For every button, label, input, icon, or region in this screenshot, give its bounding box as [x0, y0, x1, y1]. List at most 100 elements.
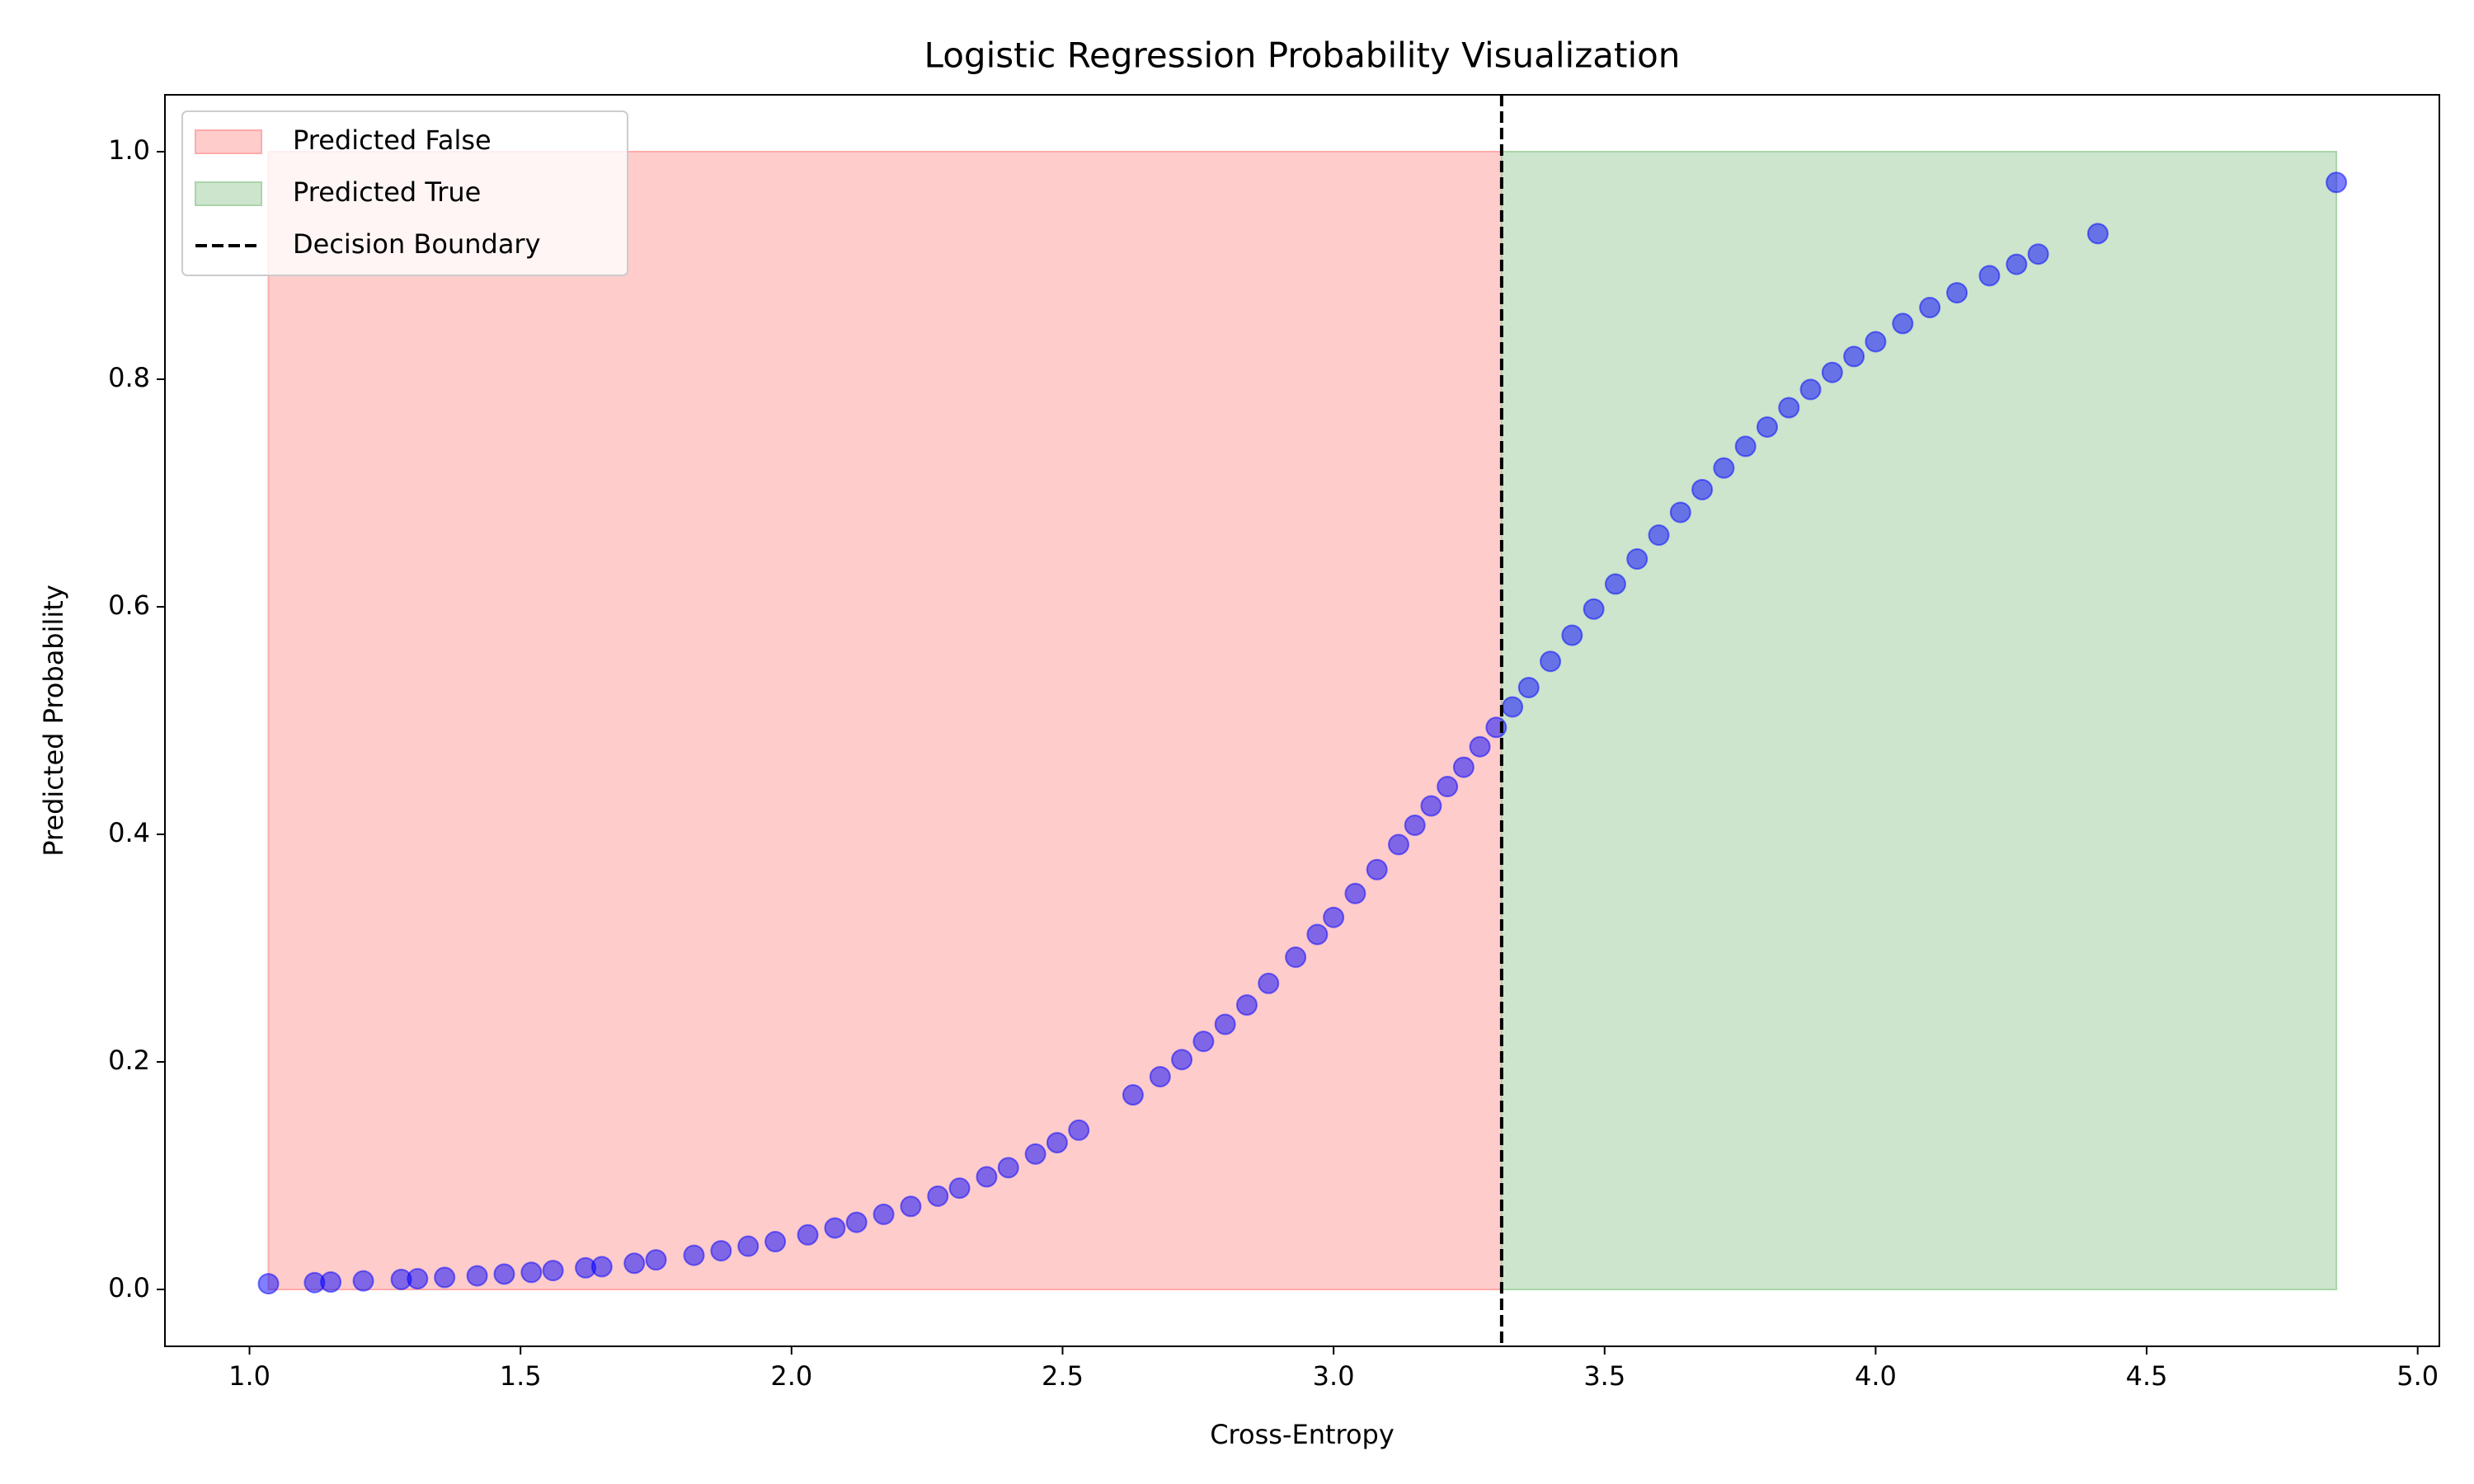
y-axis-label: Predicted Probability: [38, 585, 69, 857]
scatter-point: [1517, 676, 1540, 698]
x-tick-label: 4.5: [2126, 1360, 2168, 1392]
scatter-point: [976, 1166, 998, 1188]
x-tick-label: 5.0: [2396, 1360, 2439, 1392]
scatter-point: [1323, 906, 1345, 928]
scatter-point: [320, 1271, 342, 1294]
scatter-point: [493, 1263, 515, 1285]
scatter-point: [1387, 834, 1409, 856]
scatter-point: [1452, 756, 1475, 778]
scatter-point: [1691, 478, 1714, 500]
scatter-point: [257, 1273, 280, 1295]
scatter-point: [2086, 223, 2109, 245]
scatter-point: [1024, 1143, 1047, 1165]
legend-swatch: [195, 129, 262, 154]
scatter-point: [948, 1177, 971, 1200]
x-tick-label: 2.0: [770, 1360, 812, 1392]
scatter-point: [2326, 171, 2348, 194]
x-tick-label: 1.5: [500, 1360, 542, 1392]
scatter-point: [1214, 1013, 1236, 1036]
scatter-point: [1540, 650, 1562, 673]
legend-swatch: [195, 181, 262, 206]
scatter-point: [2027, 243, 2049, 265]
region: [1500, 151, 2338, 1290]
scatter-point: [1258, 972, 1280, 994]
scatter-point: [434, 1266, 456, 1289]
chart-title: Logistic Regression Probability Visualiz…: [924, 35, 1681, 76]
y-tick-label: 0.8: [108, 362, 150, 393]
scatter-point: [1734, 435, 1757, 458]
scatter-point: [466, 1265, 488, 1287]
scatter-point: [590, 1256, 613, 1278]
scatter-point: [1437, 776, 1459, 798]
scatter-point: [710, 1240, 732, 1262]
scatter-point: [997, 1157, 1019, 1179]
x-tick-label: 4.0: [1855, 1360, 1897, 1392]
x-tick-label: 3.5: [1583, 1360, 1625, 1392]
plot-frame: [164, 94, 2440, 1347]
scatter-point: [1946, 282, 1968, 304]
scatter-point: [1799, 378, 1822, 401]
scatter-point: [1648, 524, 1670, 547]
legend-label: Predicted True: [293, 176, 481, 208]
scatter-point: [645, 1249, 667, 1271]
scatter-point: [797, 1223, 819, 1246]
scatter-point: [1420, 795, 1442, 817]
scatter-point: [1892, 312, 1914, 335]
scatter-point: [845, 1211, 868, 1233]
scatter-point: [1669, 501, 1691, 524]
scatter-point: [872, 1203, 895, 1225]
scatter-point: [1285, 946, 1307, 969]
scatter-point: [1821, 361, 1843, 383]
scatter-point: [1469, 735, 1491, 758]
scatter-point: [1843, 345, 1865, 368]
legend-box: [181, 110, 628, 276]
y-tick-label: 0.6: [108, 589, 150, 621]
legend-label: Decision Boundary: [293, 228, 541, 260]
scatter-point: [1713, 457, 1735, 479]
scatter-point: [1404, 814, 1426, 836]
scatter-point: [1068, 1119, 1090, 1141]
scatter-point: [520, 1261, 543, 1284]
scatter-point: [683, 1244, 705, 1266]
scatter-point: [1149, 1065, 1171, 1087]
x-tick-label: 3.0: [1313, 1360, 1355, 1392]
scatter-point: [1344, 882, 1366, 904]
x-axis-label: Cross-Entropy: [1210, 1419, 1395, 1450]
scatter-point: [764, 1231, 787, 1253]
scatter-point: [1919, 297, 1941, 319]
scatter-point: [1626, 548, 1649, 571]
scatter-point: [623, 1252, 646, 1275]
x-tick-label: 2.5: [1042, 1360, 1084, 1392]
scatter-point: [1978, 265, 2001, 287]
y-tick-label: 0.2: [108, 1045, 150, 1076]
scatter-point: [1235, 994, 1258, 1016]
scatter-point: [927, 1185, 949, 1207]
scatter-point: [407, 1268, 429, 1290]
scatter-point: [1046, 1131, 1068, 1153]
scatter-point: [1583, 598, 1605, 620]
scatter-point: [737, 1235, 760, 1257]
scatter-point: [542, 1260, 564, 1282]
region: [267, 151, 1503, 1290]
scatter-point: [1192, 1031, 1215, 1053]
y-tick-label: 0.0: [108, 1272, 150, 1303]
x-tick-label: 1.0: [228, 1360, 270, 1392]
scatter-point: [1604, 573, 1626, 595]
scatter-point: [1171, 1049, 1193, 1071]
scatter-point: [824, 1217, 846, 1239]
legend-label: Predicted False: [293, 124, 492, 156]
scatter-point: [1561, 624, 1583, 646]
scatter-point: [1122, 1084, 1144, 1106]
y-tick-label: 0.4: [108, 817, 150, 848]
y-tick-label: 1.0: [108, 134, 150, 166]
scatter-point: [1778, 397, 1800, 419]
scatter-point: [1756, 416, 1778, 438]
scatter-point: [1306, 923, 1329, 946]
scatter-point: [1366, 858, 1388, 881]
scatter-point: [1502, 696, 1524, 718]
scatter-point: [900, 1195, 922, 1218]
scatter-point: [352, 1270, 374, 1292]
scatter-point: [1865, 331, 1887, 353]
